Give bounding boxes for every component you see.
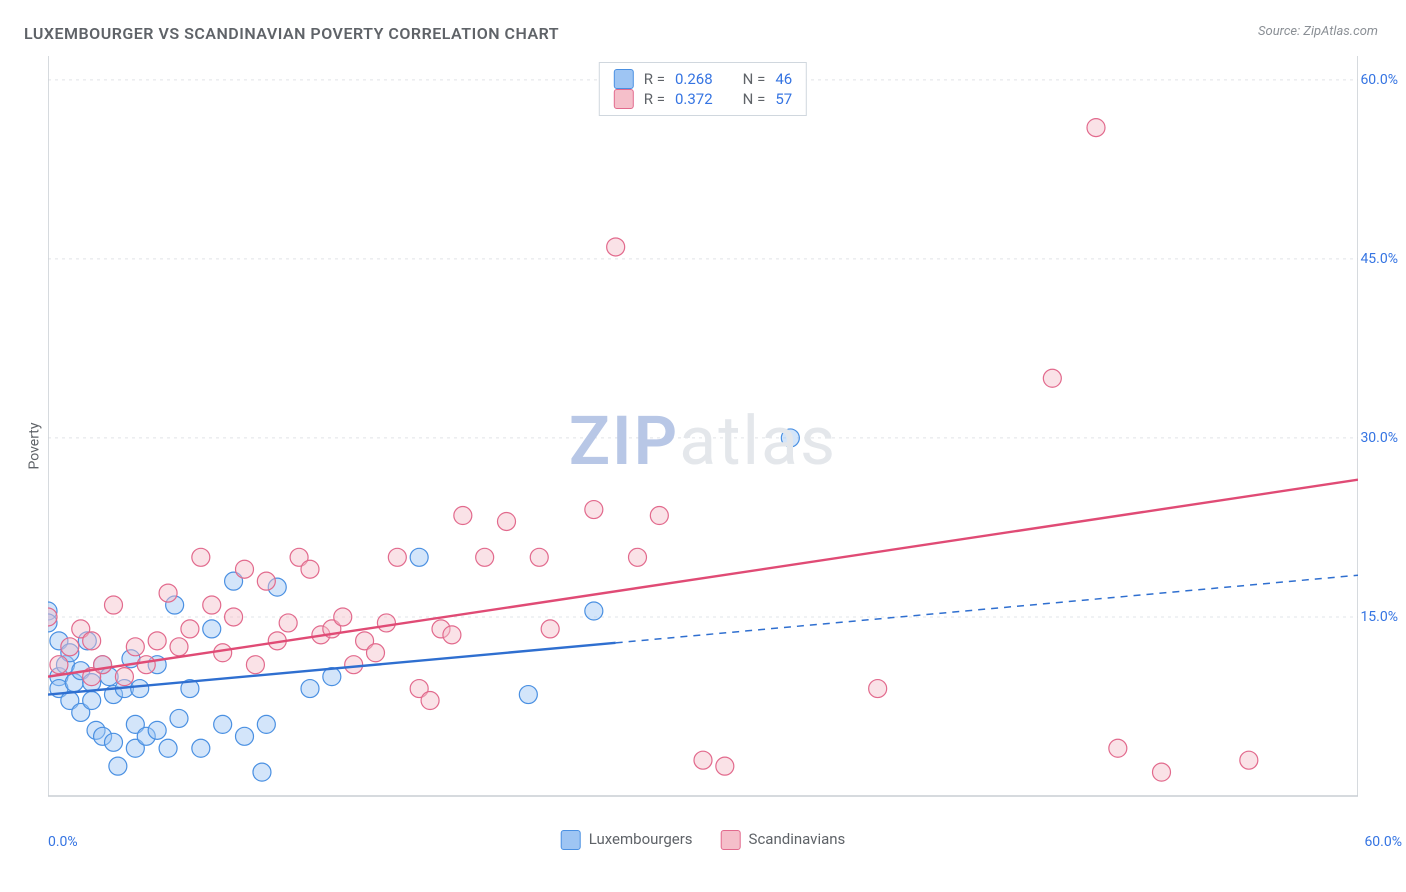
data-point [181,620,199,638]
data-point [214,715,232,733]
data-point [192,548,210,566]
y-axis-label: Poverty [27,422,43,469]
data-point [607,238,625,256]
data-point [50,656,68,674]
data-point [105,733,123,751]
data-point [170,709,188,727]
data-point [257,715,275,733]
legend-swatch [721,830,741,850]
y-tick-label: 30.0% [1360,430,1398,446]
data-point [170,638,188,656]
n-label: N = [743,70,766,88]
x-tick-label: 0.0% [48,834,78,850]
data-point [83,632,101,650]
y-tick-label: 45.0% [1360,251,1398,267]
plot-area: ZIPatlas R =0.268N =46R =0.372N =57 Luxe… [48,56,1358,826]
legend-stat-row: R = 0.372 N = 57 [614,89,792,109]
data-point [203,620,221,638]
r-value: 0.372 [675,90,713,108]
data-point [159,584,177,602]
data-point [1087,119,1105,137]
data-point [421,692,439,710]
trend-line-dashed [616,575,1358,643]
data-point [301,560,319,578]
legend-swatch [614,89,634,109]
data-point [301,680,319,698]
data-point [377,614,395,632]
legend-stats: R = 0.268 N = 46 R = 0.372 N = 57 [599,62,807,116]
scatter-chart [48,56,1358,826]
legend-label: Luxembourgers [589,830,693,848]
data-point [148,632,166,650]
data-point [214,644,232,662]
data-point [137,656,155,674]
n-label: N = [743,90,766,108]
data-point [279,614,297,632]
data-point [530,548,548,566]
data-point [94,656,112,674]
legend-swatch [614,69,634,89]
data-point [345,656,363,674]
chart-title: LUXEMBOURGER VS SCANDINAVIAN POVERTY COR… [24,24,559,43]
data-point [585,501,603,519]
legend-series: Luxembourgers Scandinavians [561,830,846,850]
data-point [334,608,352,626]
data-point [585,602,603,620]
data-point [1043,369,1061,387]
data-point [650,507,668,525]
data-point [257,572,275,590]
r-value: 0.268 [675,70,713,88]
data-point [115,668,133,686]
legend-label: Scandinavians [749,830,846,848]
data-point [83,692,101,710]
data-point [781,429,799,447]
data-point [367,644,385,662]
data-point [126,638,144,656]
n-value: 57 [775,90,792,108]
data-point [716,757,734,775]
data-point [246,656,264,674]
data-point [159,739,177,757]
data-point [61,638,79,656]
r-label: R = [644,90,665,108]
data-point [443,626,461,644]
data-point [869,680,887,698]
legend-swatch [561,830,581,850]
data-point [203,596,221,614]
data-point [1240,751,1258,769]
data-point [253,763,271,781]
data-point [476,548,494,566]
source-label: Source: ZipAtlas.com [1258,24,1378,39]
data-point [519,686,537,704]
data-point [105,596,123,614]
data-point [694,751,712,769]
legend-item: Luxembourgers [561,830,693,850]
data-point [410,548,428,566]
y-tick-label: 15.0% [1360,609,1398,625]
n-value: 46 [775,70,792,88]
data-point [629,548,647,566]
data-point [1153,763,1171,781]
data-point [236,560,254,578]
legend-stat-row: R = 0.268 N = 46 [614,69,792,89]
data-point [225,608,243,626]
data-point [148,721,166,739]
data-point [109,757,127,775]
data-point [192,739,210,757]
r-label: R = [644,70,665,88]
data-point [498,512,516,530]
legend-item: Scandinavians [721,830,846,850]
data-point [454,507,472,525]
data-point [388,548,406,566]
x-tick-label: 60.0% [1364,834,1402,850]
data-point [1109,739,1127,757]
y-tick-label: 60.0% [1360,72,1398,88]
data-point [236,727,254,745]
data-point [131,680,149,698]
data-point [541,620,559,638]
